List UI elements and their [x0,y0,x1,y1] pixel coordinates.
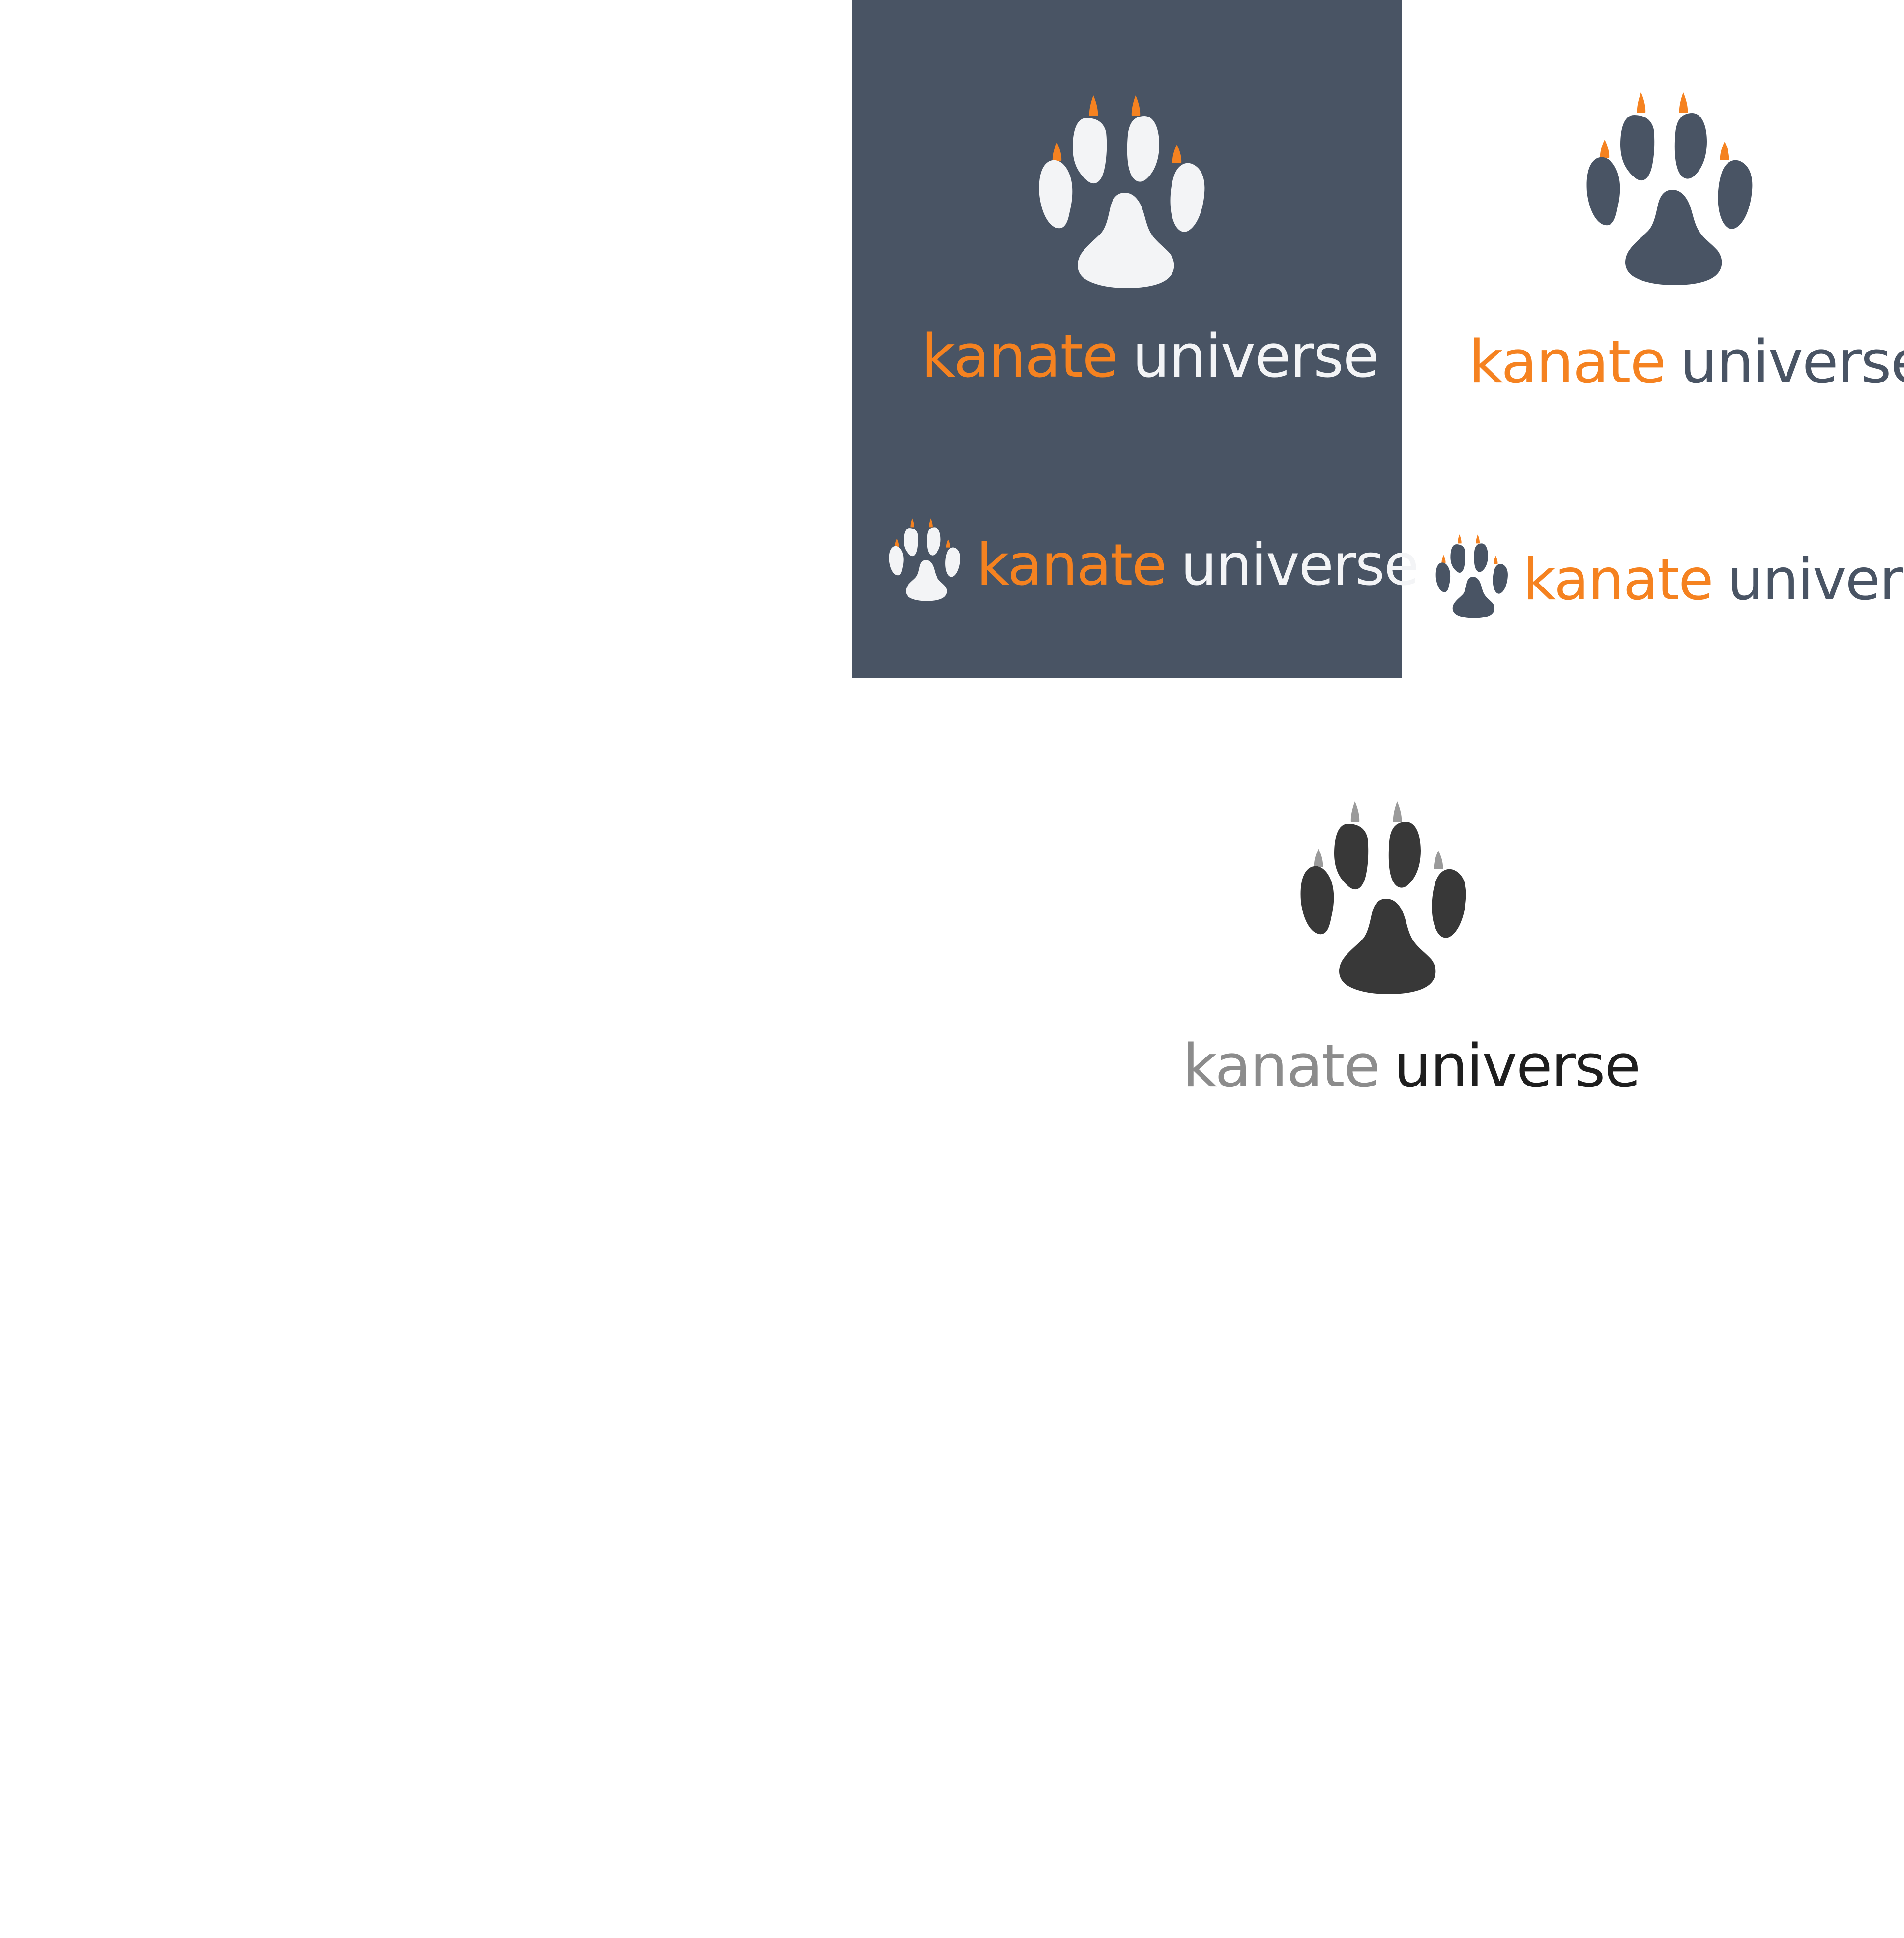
wordmark-universe: universe [1394,1032,1640,1101]
wordmark-universe: universe [1727,547,1904,613]
dark-background-panel [852,0,1402,678]
wordmark-universe: universe [1180,532,1419,598]
paw-print-icon [889,513,963,615]
wordmark-kanate: kanate [1183,1032,1380,1101]
wordmark-kanate: kanate [921,323,1118,391]
wordmark-universe: universe [1132,323,1379,391]
wordmark-universe: universe [1680,328,1904,397]
wordmark-kanate: kanate [1469,328,1666,397]
paw-print-icon [1586,81,1758,317]
paw-print-icon [1038,84,1210,320]
paw-print-icon [1435,529,1510,632]
wordmark-kanate: kanate [1523,547,1714,613]
wordmark-kanate: kanate [976,532,1167,598]
paw-print-icon [1300,790,1472,1026]
